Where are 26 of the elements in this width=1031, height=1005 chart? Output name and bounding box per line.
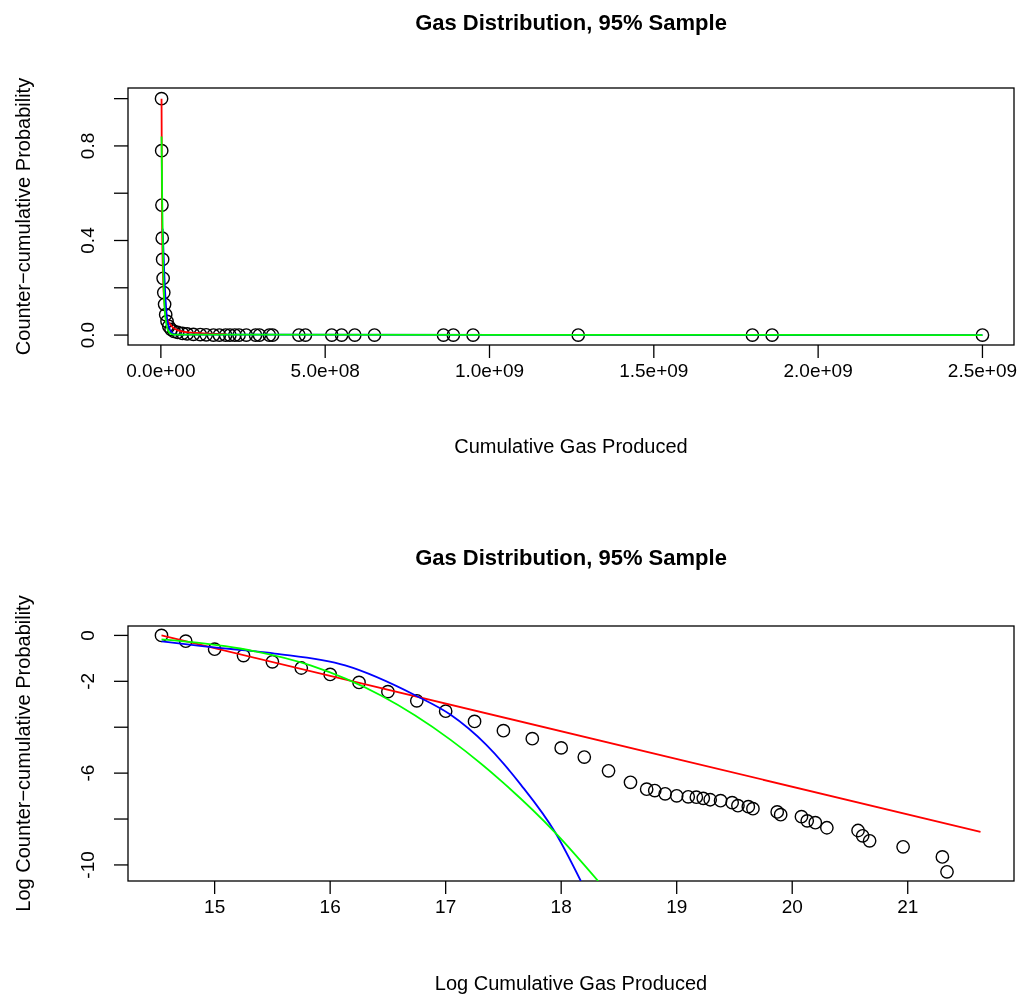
chart-title: Gas Distribution, 95% Sample [415, 545, 727, 570]
chart-title: Gas Distribution, 95% Sample [415, 10, 727, 35]
y-tick-label: 0.4 [77, 226, 98, 254]
x-tick-label: 5.0e+08 [290, 359, 360, 381]
y-tick-label: -10 [77, 851, 98, 879]
x-tick-label: 1.5e+09 [619, 359, 689, 381]
y-tick-label: -6 [77, 764, 98, 782]
y-tick-label: 0 [77, 630, 98, 641]
x-tick-label: 21 [897, 895, 919, 917]
x-axis-title: Cumulative Gas Produced [454, 435, 688, 457]
x-tick-label: 0.0e+00 [126, 359, 196, 381]
x-axis-title: Log Cumulative Gas Produced [434, 972, 708, 994]
y-axis-title: Log Counter−cumulative Probability [12, 595, 34, 912]
x-tick-label: 1.0e+09 [454, 359, 525, 381]
x-tick-label: 19 [666, 895, 688, 917]
x-tick-label: 18 [550, 895, 572, 917]
y-tick-label: 0.0 [77, 321, 98, 349]
x-tick-label: 15 [204, 895, 226, 917]
y-axis-title: Counter−cumulative Probability [12, 77, 34, 356]
x-tick-label: 2.5e+09 [947, 359, 1018, 381]
x-tick-label: 2.0e+09 [783, 359, 853, 381]
y-tick-label: 0.8 [77, 132, 98, 160]
x-tick-label: 20 [781, 895, 803, 917]
y-tick-label: -2 [77, 672, 98, 690]
x-tick-label: 16 [319, 895, 341, 917]
x-tick-label: 17 [435, 895, 457, 917]
